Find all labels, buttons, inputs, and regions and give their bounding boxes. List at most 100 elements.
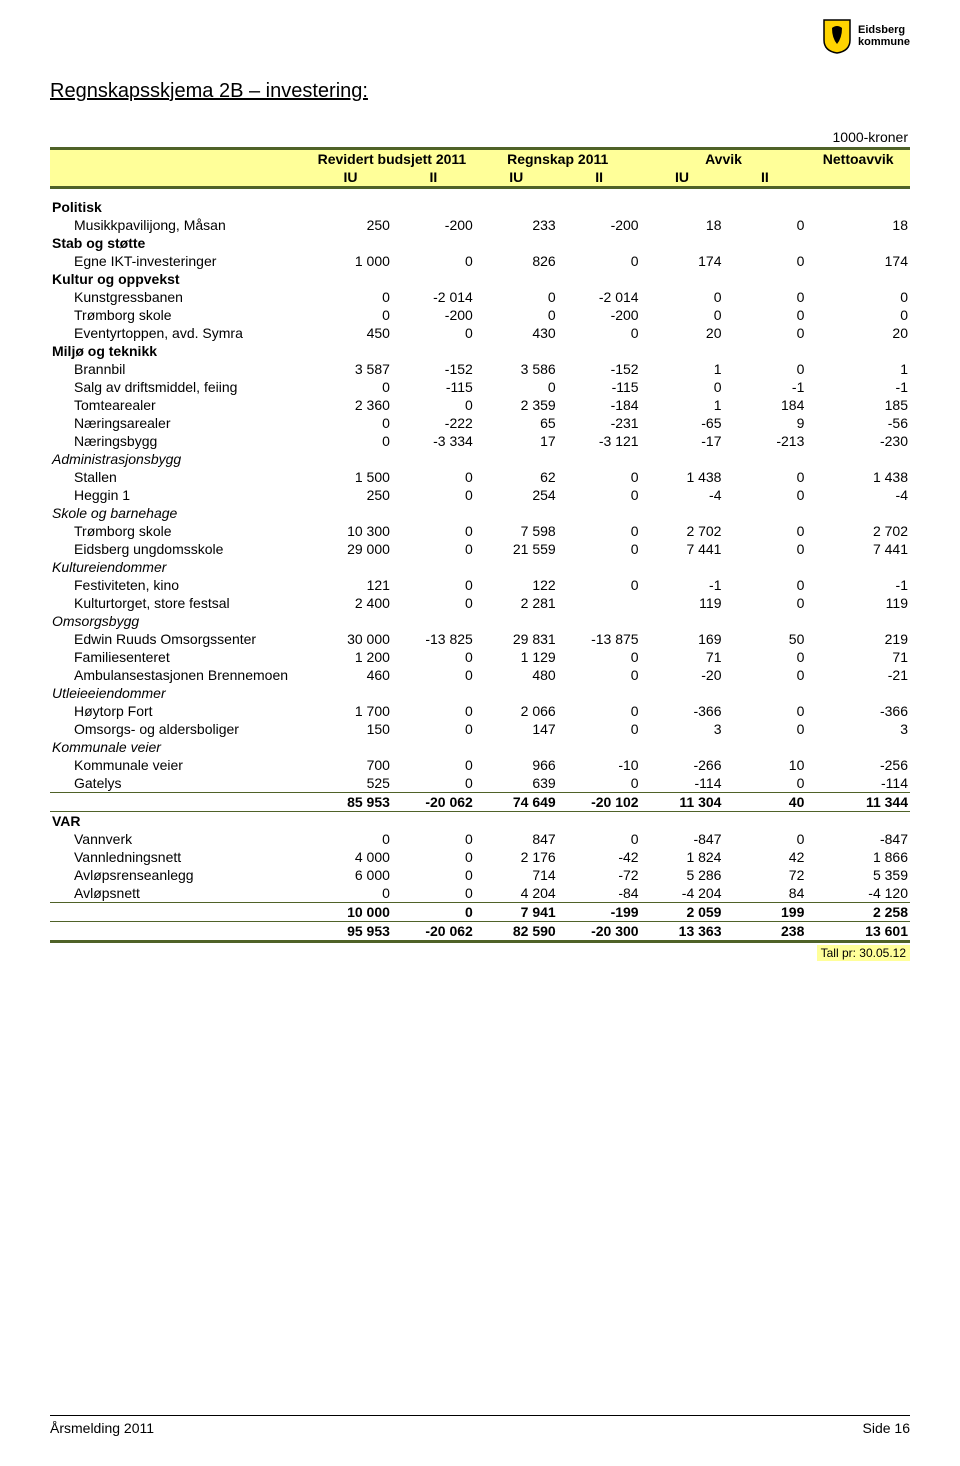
cell: 13 363 [641, 921, 724, 941]
table-row: Utleieeiendommer [50, 684, 910, 702]
cell: 40 [723, 792, 806, 811]
row-label: Næringsarealer [50, 414, 309, 432]
row-label: Høytorp Fort [50, 702, 309, 720]
cell: -366 [806, 702, 910, 720]
section-label: Kommunale veier [50, 738, 309, 756]
row-label: Kommunale veier [50, 756, 309, 774]
table-row: Stab og støtte [50, 234, 910, 252]
cell: 0 [392, 848, 475, 866]
cell: 20 [641, 324, 724, 342]
cell: 184 [723, 396, 806, 414]
cell: 0 [641, 288, 724, 306]
cell: 0 [723, 324, 806, 342]
cell: 7 598 [475, 522, 558, 540]
cell: 2 281 [475, 594, 558, 612]
cell: -847 [641, 830, 724, 848]
cell: -847 [806, 830, 910, 848]
cell: 7 441 [806, 540, 910, 558]
header-sub: II [392, 168, 475, 188]
cell: 0 [558, 324, 641, 342]
cell: 2 066 [475, 702, 558, 720]
header-sub: IU [309, 168, 392, 188]
cell: 0 [392, 324, 475, 342]
table-row: 10 00007 941-1992 0591992 258 [50, 902, 910, 921]
cell: 0 [392, 540, 475, 558]
row-label [50, 921, 309, 941]
cell: 17 [475, 432, 558, 450]
cell: 11 344 [806, 792, 910, 811]
cell: -72 [558, 866, 641, 884]
cell: 72 [723, 866, 806, 884]
row-label [50, 792, 309, 811]
table-row: Heggin 125002540-40-4 [50, 486, 910, 504]
cell: 847 [475, 830, 558, 848]
table-row: Kunstgressbanen0-2 0140-2 014000 [50, 288, 910, 306]
row-label: Avløpsnett [50, 884, 309, 903]
row-label: Tomtearealer [50, 396, 309, 414]
table-row: Eidsberg ungdomsskole29 000021 55907 441… [50, 540, 910, 558]
cell: 0 [392, 468, 475, 486]
cell: 0 [475, 288, 558, 306]
cell: 1 [806, 360, 910, 378]
logo-text: Eidsberg kommune [858, 24, 910, 48]
table-row: Omsorgs- og aldersboliger15001470303 [50, 720, 910, 738]
header-sub: II [723, 168, 806, 188]
cell: 0 [723, 468, 806, 486]
cell: 71 [641, 648, 724, 666]
cell: 85 953 [309, 792, 392, 811]
cell: -152 [558, 360, 641, 378]
cell: 7 441 [641, 540, 724, 558]
cell: -213 [723, 432, 806, 450]
cell: 65 [475, 414, 558, 432]
row-label: Musikkpavilijong, Måsan [50, 216, 309, 234]
section-label: Administrasjonsbygg [50, 450, 309, 468]
cell: 2 059 [641, 902, 724, 921]
cell: 826 [475, 252, 558, 270]
table-row: 85 953-20 06274 649-20 10211 3044011 344 [50, 792, 910, 811]
row-label: Omsorgs- og aldersboliger [50, 720, 309, 738]
cell: 0 [723, 720, 806, 738]
row-label: Vannledningsnett [50, 848, 309, 866]
table-row: Kommunale veier [50, 738, 910, 756]
cell: 0 [558, 830, 641, 848]
cell: 0 [723, 486, 806, 504]
header-sub: IU [475, 168, 558, 188]
table-row: Vannverk008470-8470-847 [50, 830, 910, 848]
cell: -200 [558, 306, 641, 324]
cell: 0 [392, 252, 475, 270]
cell: 119 [806, 594, 910, 612]
table-row: Kultureiendommer [50, 558, 910, 576]
table-row: VAR [50, 811, 910, 830]
table-row: Gatelys52506390-1140-114 [50, 774, 910, 793]
cell: 0 [723, 702, 806, 720]
cell: -56 [806, 414, 910, 432]
cell: 11 304 [641, 792, 724, 811]
cell: -2 014 [392, 288, 475, 306]
row-label: Eventyrtoppen, avd. Symra [50, 324, 309, 342]
cell: 62 [475, 468, 558, 486]
row-label: Festiviteten, kino [50, 576, 309, 594]
cell: 84 [723, 884, 806, 903]
cell: -17 [641, 432, 724, 450]
cell: 2 400 [309, 594, 392, 612]
cell: 1 438 [806, 468, 910, 486]
row-label: Stallen [50, 468, 309, 486]
cell: 0 [392, 648, 475, 666]
cell: 0 [392, 756, 475, 774]
cell: 21 559 [475, 540, 558, 558]
section-label: Omsorgsbygg [50, 612, 309, 630]
table-row: Stallen1 50006201 43801 438 [50, 468, 910, 486]
cell: -1 [723, 378, 806, 396]
cell: -3 334 [392, 432, 475, 450]
cell: 20 [806, 324, 910, 342]
cell: 250 [309, 216, 392, 234]
cell: 119 [641, 594, 724, 612]
cell: 4 204 [475, 884, 558, 903]
section-label: Kultureiendommer [50, 558, 309, 576]
cell: 0 [558, 576, 641, 594]
cell: 50 [723, 630, 806, 648]
cell: 0 [806, 306, 910, 324]
cell: 122 [475, 576, 558, 594]
cell: -4 204 [641, 884, 724, 903]
cell: -152 [392, 360, 475, 378]
